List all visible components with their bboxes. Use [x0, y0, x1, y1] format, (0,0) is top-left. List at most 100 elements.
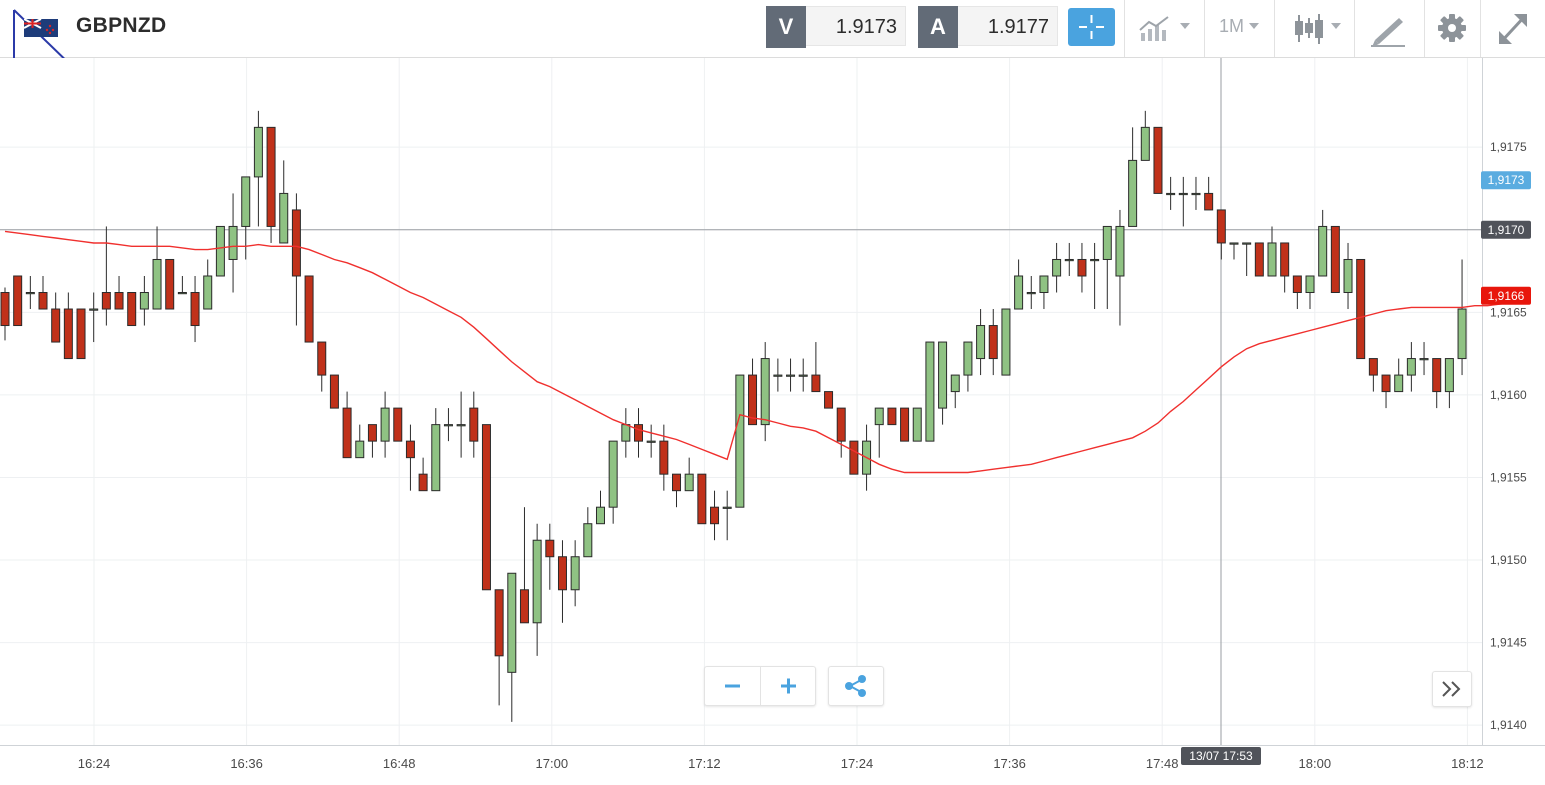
- sell-price-tag-bg: [1481, 171, 1531, 190]
- candle-bearish: [13, 275, 23, 327]
- candle-bullish: [1229, 242, 1239, 245]
- candle-bullish: [786, 374, 796, 377]
- moving-average-line: [4, 230, 1513, 474]
- timeframe-label: 1M: [1219, 16, 1245, 36]
- last-price-tag-bg: [1481, 286, 1531, 305]
- candle-bullish: [874, 407, 884, 426]
- settings-gear-icon: [1438, 14, 1466, 42]
- y-tick-label: 1,9155: [1490, 470, 1527, 484]
- candle-bearish: [317, 341, 327, 376]
- chart-type-button[interactable]: [1124, 0, 1205, 57]
- candle-bullish: [25, 292, 35, 295]
- candle-bearish: [545, 539, 555, 558]
- candle-bearish: [190, 292, 200, 327]
- candle-bullish: [938, 341, 948, 409]
- fullscreen-button[interactable]: [1480, 0, 1545, 57]
- candle-bearish: [1280, 242, 1290, 277]
- candle-bullish: [912, 407, 922, 442]
- sell-price-box[interactable]: V 1.9173: [766, 6, 906, 48]
- candle-bearish: [38, 292, 48, 310]
- candle-bearish: [748, 374, 758, 426]
- candle-bearish: [1254, 242, 1264, 277]
- toolbar: GBPNZD V 1.9173 A 1.9177 1M: [0, 0, 1545, 73]
- zoom-divider: [760, 667, 761, 705]
- candle-bullish: [1419, 358, 1429, 361]
- candle-bearish: [393, 407, 403, 442]
- candle-bearish: [672, 473, 682, 492]
- share-button[interactable]: [828, 666, 884, 706]
- x-tick-label: 16:36: [230, 756, 263, 771]
- candle-bullish: [1406, 358, 1416, 376]
- candle-bullish: [279, 192, 289, 244]
- price-chart[interactable]: 1,9140 1,9145 1,9150 1,9155 1,9160 1,9165 1,91…: [0, 58, 1545, 785]
- candle-bearish: [266, 126, 276, 227]
- buy-price-box[interactable]: A 1.9177: [918, 6, 1058, 48]
- candle-bullish: [950, 374, 960, 393]
- y-tick-label: 1,9165: [1490, 305, 1527, 319]
- zoom-in-icon: [781, 678, 796, 694]
- candle-bearish: [1381, 374, 1391, 393]
- scroll-forward-icon: [1442, 681, 1461, 697]
- candle-bearish: [63, 308, 73, 360]
- x-tick-label: 17:00: [536, 756, 569, 771]
- candle-bearish: [304, 275, 314, 343]
- candle-bullish: [1128, 159, 1138, 227]
- candle-bullish: [1140, 126, 1150, 161]
- y-tick-label: 1,9145: [1490, 636, 1527, 650]
- candle-bullish: [1115, 225, 1125, 277]
- candle-style-button[interactable]: [1274, 0, 1355, 57]
- zoom-out-icon: [725, 684, 740, 688]
- x-tick-label: 18:00: [1299, 756, 1332, 771]
- settings-button[interactable]: [1424, 0, 1481, 57]
- candle-bullish: [1102, 225, 1112, 260]
- candle-bullish: [608, 440, 618, 508]
- x-tick-label: 17:24: [841, 756, 874, 771]
- candle-bullish: [1001, 308, 1011, 376]
- zoom-in-button[interactable]: [761, 667, 816, 705]
- candle-bullish: [380, 407, 390, 442]
- candle-bullish: [1014, 275, 1024, 310]
- candle-bearish: [1356, 258, 1366, 360]
- crosshair-icon: [1079, 15, 1104, 39]
- y-tick-label: 1,9140: [1490, 718, 1527, 732]
- candle-bearish: [988, 325, 998, 360]
- candle-bullish: [1457, 308, 1467, 360]
- candle-bearish: [1330, 225, 1340, 294]
- candle-bearish: [1216, 209, 1226, 244]
- fullscreen-icon: [1499, 14, 1527, 44]
- candle-bullish: [1305, 275, 1315, 294]
- candle-bullish: [1394, 374, 1404, 393]
- candle-bullish: [595, 506, 605, 525]
- y-tick-label: 1,9175: [1490, 140, 1527, 154]
- crosshair-button[interactable]: [1068, 8, 1115, 46]
- x-tick-label: 16:24: [78, 756, 111, 771]
- flag-icon: [24, 19, 58, 37]
- candle-bullish: [722, 506, 732, 509]
- x-tick-label: 18:12: [1451, 756, 1484, 771]
- candle-bullish: [1039, 275, 1049, 294]
- candle-bullish: [1444, 358, 1454, 393]
- candle-bearish: [811, 374, 821, 393]
- candle-bearish: [824, 391, 834, 409]
- candle-bullish: [431, 424, 441, 492]
- candle-bullish: [89, 308, 99, 311]
- candle-bearish: [76, 308, 86, 360]
- drawing-tools-icon: [1371, 18, 1405, 47]
- candle-bullish: [203, 275, 213, 310]
- candle-bullish: [532, 539, 542, 624]
- drawing-tools-button[interactable]: [1354, 0, 1425, 57]
- candle-bearish: [1432, 358, 1442, 393]
- candle-bullish: [215, 225, 225, 277]
- sell-price: 1.9173: [806, 6, 906, 46]
- candle-bearish: [710, 506, 720, 525]
- candle-bullish: [570, 556, 580, 591]
- candle-bullish: [253, 126, 263, 178]
- candle-bullish: [1178, 192, 1188, 196]
- candle-bullish: [1318, 225, 1328, 277]
- candle-bearish: [469, 407, 479, 442]
- candle-bearish: [405, 440, 415, 459]
- zoom-out-button[interactable]: [705, 667, 760, 705]
- scroll-forward-button[interactable]: [1432, 671, 1472, 707]
- y-tick-label: 1,9160: [1490, 388, 1527, 402]
- timeframe-button[interactable]: 1M: [1204, 0, 1275, 57]
